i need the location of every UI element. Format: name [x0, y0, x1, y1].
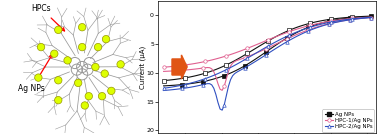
Circle shape — [54, 77, 62, 84]
Circle shape — [79, 43, 86, 51]
Circle shape — [92, 63, 99, 71]
Text: HPCs: HPCs — [32, 4, 65, 31]
Circle shape — [98, 92, 106, 100]
Text: Ag NPs: Ag NPs — [19, 55, 52, 93]
Circle shape — [117, 61, 124, 68]
Circle shape — [51, 50, 58, 57]
Circle shape — [35, 74, 42, 81]
Circle shape — [108, 87, 115, 95]
Circle shape — [102, 35, 110, 43]
Circle shape — [79, 23, 86, 31]
Circle shape — [85, 92, 93, 100]
Circle shape — [64, 57, 71, 64]
Circle shape — [101, 70, 108, 77]
Circle shape — [94, 43, 102, 51]
Circle shape — [81, 102, 88, 109]
Circle shape — [54, 96, 62, 104]
Y-axis label: Current (μA): Current (μA) — [139, 45, 146, 89]
Circle shape — [54, 26, 62, 34]
Legend: Ag NPs, HPC-1/Ag NPs, HPC-2/Ag NPs: Ag NPs, HPC-1/Ag NPs, HPC-2/Ag NPs — [322, 109, 375, 132]
Circle shape — [37, 43, 45, 51]
Circle shape — [74, 79, 82, 87]
